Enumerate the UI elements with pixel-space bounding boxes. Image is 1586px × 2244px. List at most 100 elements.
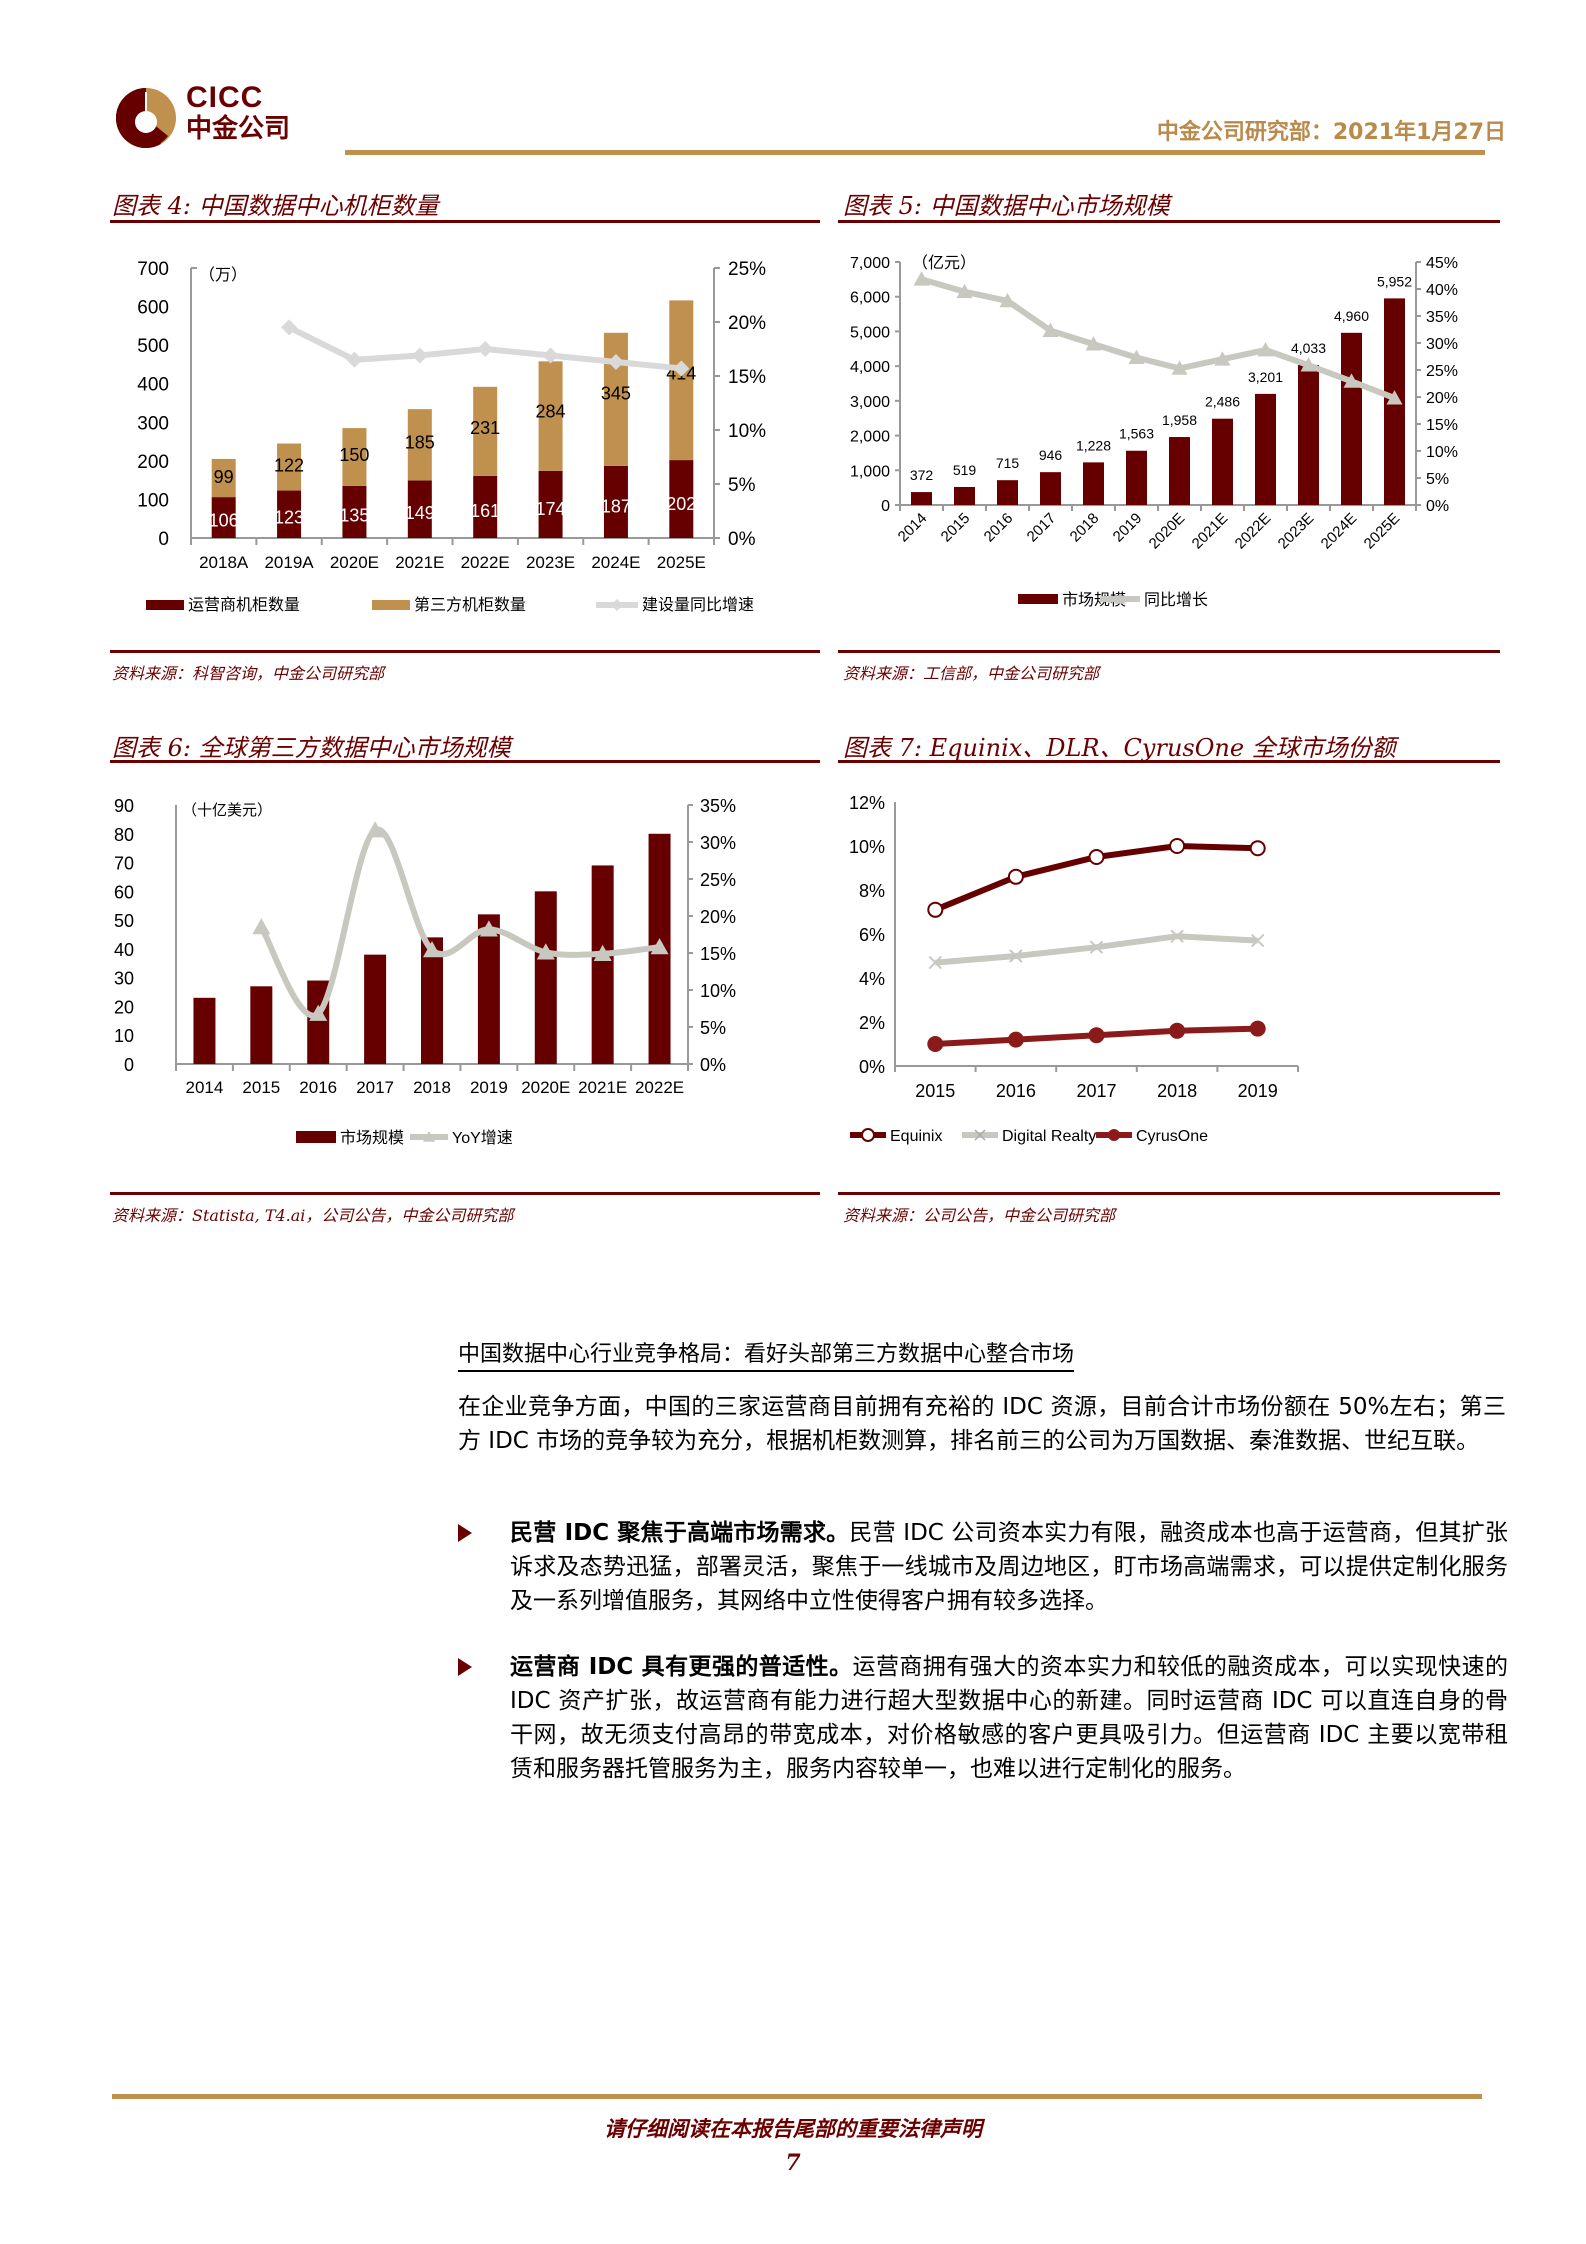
svg-text:2017: 2017 bbox=[1076, 1081, 1116, 1101]
figure-6-chart: 0 10 20 30 40 50 60 70 80 90 0% 5% 10% 15% 20% 25% 30% 35… bbox=[110, 780, 830, 1180]
svg-text:10%: 10% bbox=[1426, 444, 1458, 461]
svg-text:15%: 15% bbox=[728, 367, 766, 388]
figure-6-source-rule bbox=[110, 1192, 820, 1195]
svg-text:135: 135 bbox=[339, 506, 369, 526]
figure-6-title: 图表 6: 全球第三方数据中心市场规模 bbox=[112, 734, 511, 762]
svg-text:同比增长: 同比增长 bbox=[1144, 591, 1208, 609]
svg-text:2022E: 2022E bbox=[635, 1078, 684, 1097]
svg-text:20%: 20% bbox=[1426, 390, 1458, 407]
svg-text:2017: 2017 bbox=[356, 1078, 394, 1097]
svg-text:5,952: 5,952 bbox=[1377, 273, 1412, 289]
svg-text:（亿元）: （亿元） bbox=[912, 254, 976, 272]
figure-7-source-rule bbox=[838, 1192, 1500, 1195]
svg-text:35%: 35% bbox=[1426, 309, 1458, 326]
bullet-item: 运营商 IDC 具有更强的普适性。运营商拥有强大的资本实力和较低的融资成本，可以… bbox=[458, 1650, 1508, 1786]
svg-text:0%: 0% bbox=[700, 1055, 726, 1075]
svg-text:20%: 20% bbox=[700, 907, 736, 927]
svg-text:第三方机柜数量: 第三方机柜数量 bbox=[414, 596, 526, 614]
svg-text:2015: 2015 bbox=[915, 1081, 955, 1101]
svg-text:161: 161 bbox=[470, 501, 500, 521]
bullet-heading: 运营商 IDC 具有更强的普适性。 bbox=[510, 1654, 853, 1680]
svg-text:2020E: 2020E bbox=[330, 553, 379, 572]
svg-text:20%: 20% bbox=[728, 313, 766, 334]
svg-text:市场规模: 市场规模 bbox=[340, 1129, 404, 1147]
svg-text:2018: 2018 bbox=[1157, 1081, 1197, 1101]
svg-text:5%: 5% bbox=[728, 475, 756, 496]
figure-5-source-rule bbox=[838, 650, 1500, 653]
svg-text:25%: 25% bbox=[728, 259, 766, 280]
logo-text-cn: 中金公司 bbox=[186, 114, 291, 144]
svg-text:2,000: 2,000 bbox=[850, 429, 890, 446]
svg-text:2022E: 2022E bbox=[1232, 510, 1275, 553]
figure-7-chart: 0% 2% 4% 6% 8% 10% 12% 2015 2016 2017 2018 2019 Equi… bbox=[838, 780, 1538, 1180]
figure-7-title-rule bbox=[838, 760, 1500, 763]
figure-7-source: 资料来源：公司公告，中金公司研究部 bbox=[843, 1206, 1116, 1225]
svg-text:YoY增速: YoY增速 bbox=[452, 1129, 513, 1147]
svg-text:10: 10 bbox=[114, 1026, 134, 1046]
svg-text:187: 187 bbox=[601, 497, 631, 517]
svg-text:7,000: 7,000 bbox=[850, 255, 890, 272]
svg-text:0: 0 bbox=[158, 529, 169, 550]
svg-text:2021E: 2021E bbox=[395, 553, 444, 572]
figure-5-title: 图表 5: 中国数据中心市场规模 bbox=[843, 192, 1170, 220]
footer-divider bbox=[112, 2094, 1482, 2099]
svg-text:106: 106 bbox=[209, 511, 239, 531]
figure-5-chart: 0 1,000 2,000 3,000 4,000 5,000 6,000 7,000 0% 5%… bbox=[838, 240, 1538, 640]
page-number: 7 bbox=[785, 2150, 801, 2176]
svg-text:（十亿美元）: （十亿美元） bbox=[182, 802, 272, 819]
svg-text:2%: 2% bbox=[859, 1013, 885, 1033]
figure-4-chart: 0 100 200 300 400 500 600 700 0% 5% 10% 15% 20% 25% （万… bbox=[110, 240, 830, 640]
svg-text:40%: 40% bbox=[1426, 282, 1458, 299]
svg-text:231: 231 bbox=[470, 418, 500, 438]
svg-text:2024E: 2024E bbox=[591, 553, 640, 572]
svg-text:2019: 2019 bbox=[470, 1078, 508, 1097]
svg-text:2016: 2016 bbox=[981, 510, 1017, 546]
figure-4-source: 资料来源：科智咨询，中金公司研究部 bbox=[112, 664, 385, 683]
global-third-party-dc-market-chart: 0 10 20 30 40 50 60 70 80 90 0% 5% 10% 15% 20% 25% 30% 35… bbox=[114, 796, 736, 1147]
svg-text:4%: 4% bbox=[859, 969, 885, 989]
svg-text:149: 149 bbox=[405, 503, 435, 523]
bullet-heading: 民营 IDC 聚焦于高端市场需求。 bbox=[510, 1520, 850, 1546]
figure-6-title-rule bbox=[110, 760, 820, 763]
svg-text:0: 0 bbox=[881, 498, 890, 515]
svg-text:2019A: 2019A bbox=[264, 553, 314, 572]
svg-text:2025E: 2025E bbox=[657, 553, 706, 572]
header-department-date: 中金公司研究部：2021年1月27日 bbox=[1156, 120, 1506, 145]
china-dc-market-size-chart: 0 1,000 2,000 3,000 4,000 5,000 6,000 7,000 0% 5%… bbox=[850, 254, 1458, 609]
svg-text:90: 90 bbox=[114, 796, 134, 816]
svg-text:2024E: 2024E bbox=[1318, 510, 1361, 553]
svg-text:CyrusOne: CyrusOne bbox=[1136, 1128, 1208, 1145]
svg-text:6%: 6% bbox=[859, 925, 885, 945]
svg-text:150: 150 bbox=[339, 445, 369, 465]
svg-text:4,033: 4,033 bbox=[1291, 340, 1326, 356]
svg-text:12%: 12% bbox=[849, 793, 885, 813]
svg-text:10%: 10% bbox=[849, 837, 885, 857]
svg-text:1,563: 1,563 bbox=[1119, 426, 1154, 442]
cicc-logo: CICC 中金公司 bbox=[116, 78, 346, 158]
bullet-item: 民营 IDC 聚焦于高端市场需求。民营 IDC 公司资本实力有限，融资成本也高于… bbox=[458, 1516, 1508, 1618]
market-share-line-chart: 0% 2% 4% 6% 8% 10% 12% 2015 2016 2017 2018 2019 Equi… bbox=[849, 793, 1299, 1145]
svg-text:2014: 2014 bbox=[895, 510, 931, 546]
intro-paragraph: 在企业竞争方面，中国的三家运营商目前拥有充裕的 IDC 资源，目前合计市场份额在… bbox=[458, 1394, 1506, 1454]
svg-text:345: 345 bbox=[601, 384, 631, 404]
figure-6-source: 资料来源：Statista, T4.ai，公司公告，中金公司研究部 bbox=[112, 1206, 514, 1225]
svg-text:300: 300 bbox=[137, 413, 169, 434]
figure-4-source-rule bbox=[110, 650, 820, 653]
figure-7-title: 图表 7: Equinix、DLR、CyrusOne 全球市场份额 bbox=[843, 734, 1396, 762]
svg-text:100: 100 bbox=[137, 490, 169, 511]
svg-text:0%: 0% bbox=[1426, 498, 1449, 515]
svg-text:运营商机柜数量: 运营商机柜数量 bbox=[188, 596, 300, 614]
svg-text:2023E: 2023E bbox=[1275, 510, 1318, 553]
svg-text:2015: 2015 bbox=[242, 1078, 280, 1097]
svg-text:185: 185 bbox=[405, 432, 435, 452]
svg-text:1,958: 1,958 bbox=[1162, 412, 1197, 428]
figure-4-title: 图表 4: 中国数据中心机柜数量 bbox=[112, 192, 439, 220]
svg-text:2018: 2018 bbox=[413, 1078, 451, 1097]
svg-text:700: 700 bbox=[137, 259, 169, 280]
figure-5-title-rule bbox=[838, 220, 1500, 223]
svg-text:2,486: 2,486 bbox=[1205, 394, 1240, 410]
cicc-logo-icon bbox=[116, 88, 176, 148]
cabinet-count-stacked-bar-chart: 0 100 200 300 400 500 600 700 0% 5% 10% 15% 20% 25% （万… bbox=[137, 259, 766, 614]
svg-text:70: 70 bbox=[114, 854, 134, 874]
svg-text:15%: 15% bbox=[1426, 417, 1458, 434]
